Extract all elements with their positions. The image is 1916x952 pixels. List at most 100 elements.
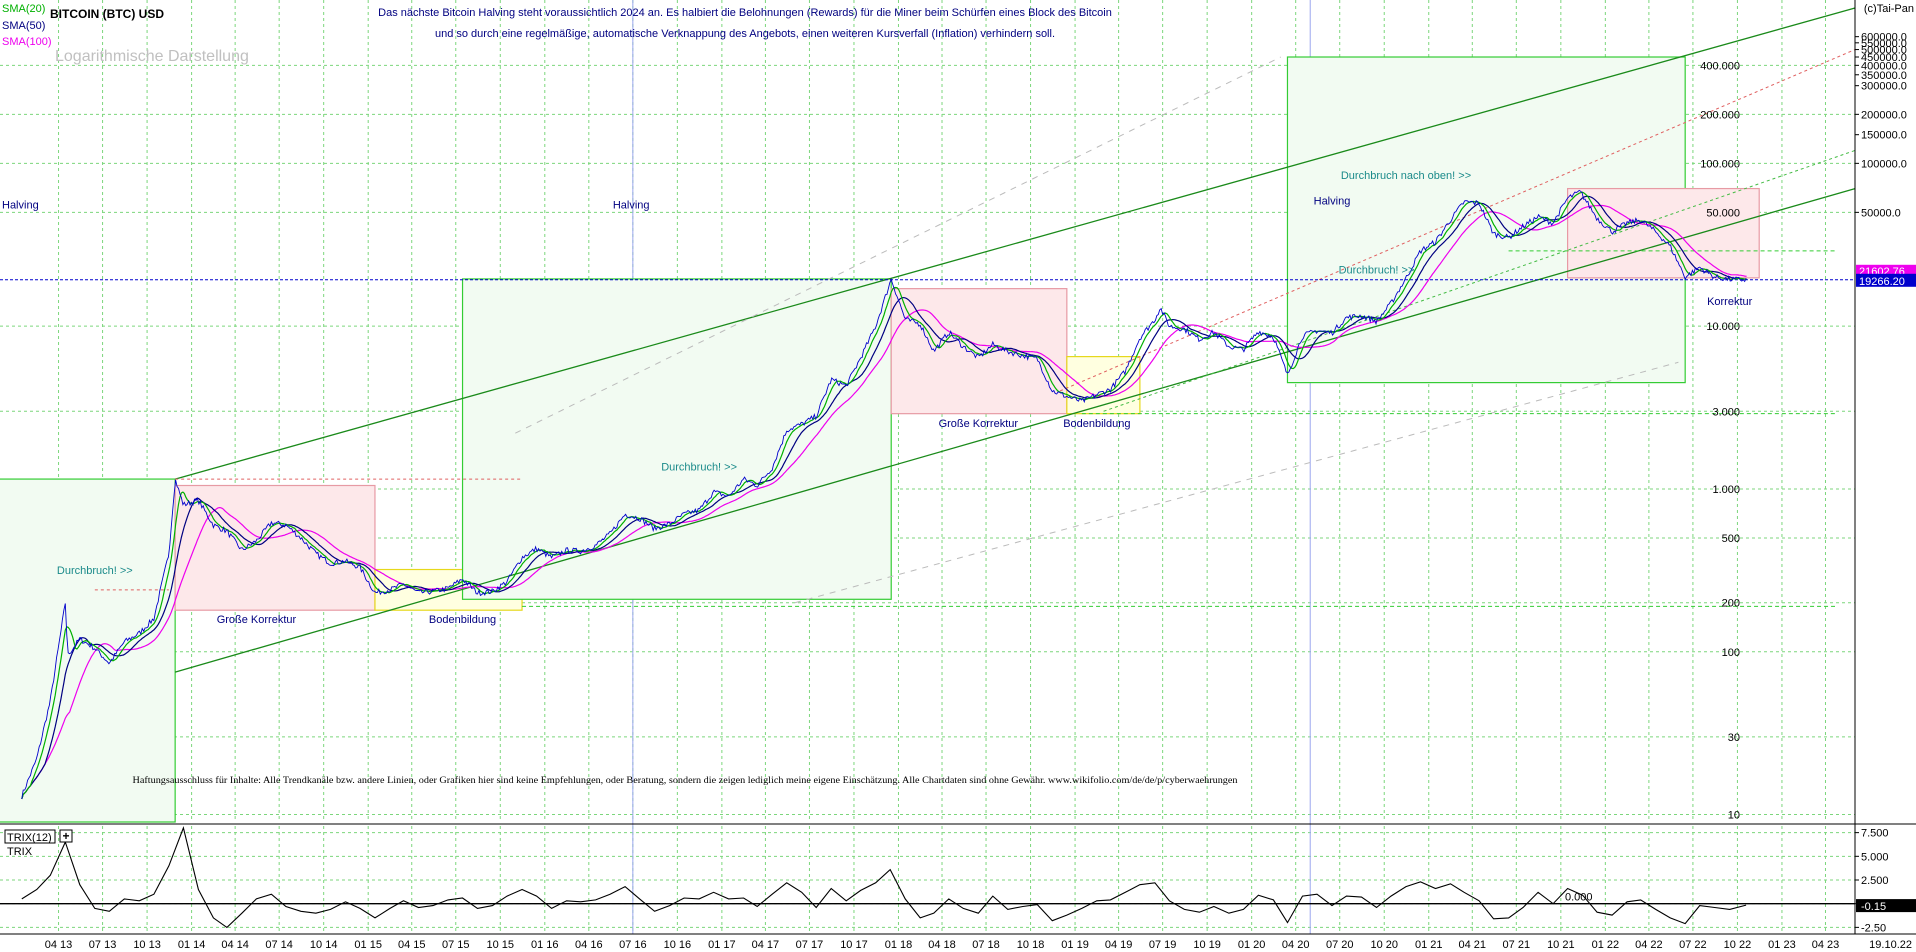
x-tick-label: 04 19 [1105,939,1133,951]
right-tick-label: 350000.0 [1861,70,1907,82]
channel-upper-line [174,7,1856,480]
x-tick-label: 04 13 [45,939,73,951]
y-tick-label: 400.000 [1700,60,1740,72]
channel-box [0,478,176,823]
annotation-label: Korrektur [1707,296,1753,308]
notice-line-1: Das nächste Bitcoin Halving steht voraus… [378,7,1112,19]
plus-icon[interactable]: + [62,829,69,843]
x-tick-label: 10 14 [310,939,338,951]
channel-lower-line [174,187,1856,673]
x-tick-label: 04 20 [1282,939,1310,951]
x-tick-label: 04 21 [1459,939,1487,951]
x-tick-label: 07 13 [89,939,117,951]
trix-tick-label: 7.500 [1861,828,1889,840]
indicator-name-box [4,829,56,844]
scale-mode-label: Logarithmische Darstellung [55,48,249,65]
x-tick-label: 01 22 [1592,939,1620,951]
y-tick-label: 200 [1722,598,1740,610]
legend-sma50: SMA(50) [2,20,45,32]
annotation-labels: Halving Halving Durchbruch! >> Große Korrek… [2,170,1753,904]
x-tick-label: 07 17 [796,939,824,951]
trix-last-label: -0.15 [1861,901,1886,913]
y-tick-label: 200.000 [1700,109,1740,121]
trix-tick-label: 2.500 [1861,875,1889,887]
x-tick-label: 10 17 [840,939,868,951]
correction-box [174,484,376,611]
x-tick-label: 01 21 [1415,939,1443,951]
halving-label: Halving [613,199,650,211]
x-tick-label: 10 21 [1547,939,1575,951]
x-tick-label: 10 19 [1193,939,1221,951]
trix-tick-label: 5.000 [1861,851,1889,863]
trix-last-tag [1856,899,1916,913]
right-tick-label: 300000.0 [1861,81,1907,93]
right-tick-label: 600000.0 [1861,32,1907,44]
disclaimer-text: Haftungsausschluss für Inhalte: Alle Tre… [133,775,1238,786]
x-tick-label: 07 20 [1326,939,1354,951]
x-tick-label: 04 22 [1635,939,1663,951]
legend-sma20: SMA(20) [2,3,45,15]
copyright-label: (c)Tai-Pan [1864,3,1914,15]
x-tick-label: 07 15 [442,939,470,951]
current-date-label: 19.10.22 [1869,939,1912,951]
y-tick-label: 500 [1722,533,1740,545]
x-tick-label: 01 16 [531,939,559,951]
legend-sma100: SMA(100) [2,36,52,48]
x-tick-label: 01 23 [1768,939,1796,951]
trix-line [21,826,1747,929]
annotation-label: Große Korrektur [939,418,1019,430]
x-tick-label: 01 20 [1238,939,1266,951]
x-tick-label: 04 23 [1812,939,1840,951]
right-tick-label: 400000.0 [1861,60,1907,72]
x-tick-label: 07 18 [972,939,1000,951]
x-tick-label: 01 19 [1061,939,1089,951]
right-tick-label: 550000.0 [1861,38,1907,50]
annotation-label: Bodenbildung [1063,418,1130,430]
right-tick-label: 150000.0 [1861,130,1907,142]
indicator-label: TRIX [7,846,33,858]
x-tick-label: 04 18 [928,939,956,951]
x-tick-label: 07 16 [619,939,647,951]
indicator-name: TRIX(12) [7,832,52,844]
x-tick-label: 10 22 [1724,939,1752,951]
x-tick-label: 04 16 [575,939,603,951]
y-tick-label: 10 [1728,810,1740,822]
x-tick-label: 10 16 [664,939,692,951]
annotation-label: Große Korrektur [217,614,297,626]
trix-tick-label: -2.50 [1861,922,1886,934]
sma100-line [21,204,1747,800]
x-tick-label: 01 14 [178,939,206,951]
right-tick-label: 450000.0 [1861,52,1907,64]
right-tick-label: 200000.0 [1861,109,1907,121]
trix-zero-label: 0.000 [1565,892,1593,904]
x-tick-label: 01 17 [708,939,736,951]
y-tick-label: 100 [1722,647,1740,659]
y-tick-label: 30 [1728,732,1740,744]
x-tick-label: 07 19 [1149,939,1177,951]
x-tick-label: 10 18 [1017,939,1045,951]
current-price-label: 19266.20 [1859,276,1905,288]
chart-title: BITCOIN (BTC) USD [50,7,164,21]
x-tick-label: 04 17 [752,939,780,951]
y-tick-label: 100.000 [1700,158,1740,170]
annotation-label: Durchbruch! >> [1339,265,1415,277]
x-tick-label: 07 21 [1503,939,1531,951]
x-tick-label: 04 14 [221,939,249,951]
price-line [21,189,1747,799]
correction-box [890,288,1068,415]
channel-box [461,278,892,600]
channel-lower-dashed [794,361,1679,604]
indicator-add-button[interactable] [59,829,73,843]
sma50-line [21,195,1747,800]
y-tick-label: 50.000 [1706,207,1740,219]
price-lines [21,189,1747,929]
x-tick-label: 10 13 [133,939,161,951]
right-tick-label: 50000.0 [1861,207,1901,219]
y-tick-label: 3.000 [1712,406,1740,418]
x-tick-label: 07 14 [265,939,293,951]
x-tick-label: 10 20 [1370,939,1398,951]
y-tick-label: 10.000 [1706,321,1740,333]
right-tick-label: 100000.0 [1861,158,1907,170]
